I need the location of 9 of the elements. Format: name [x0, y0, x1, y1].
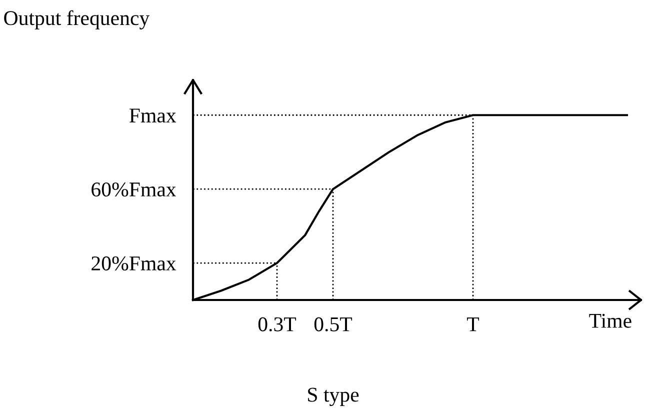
- x-axis-title: Time: [589, 314, 632, 328]
- y-tick-label: Fmax: [129, 108, 176, 123]
- text: S type: [308, 388, 359, 406]
- y-axis-title: Output frequency: [4, 10, 150, 30]
- x-tick-label: T: [467, 317, 480, 332]
- y-tick-label: 60%Fmax: [92, 182, 176, 197]
- y-tick-label: 20%Fmax: [92, 256, 176, 271]
- x-tick-label: 0.5T: [314, 317, 352, 332]
- x-tick-label: 0.3T: [258, 317, 296, 332]
